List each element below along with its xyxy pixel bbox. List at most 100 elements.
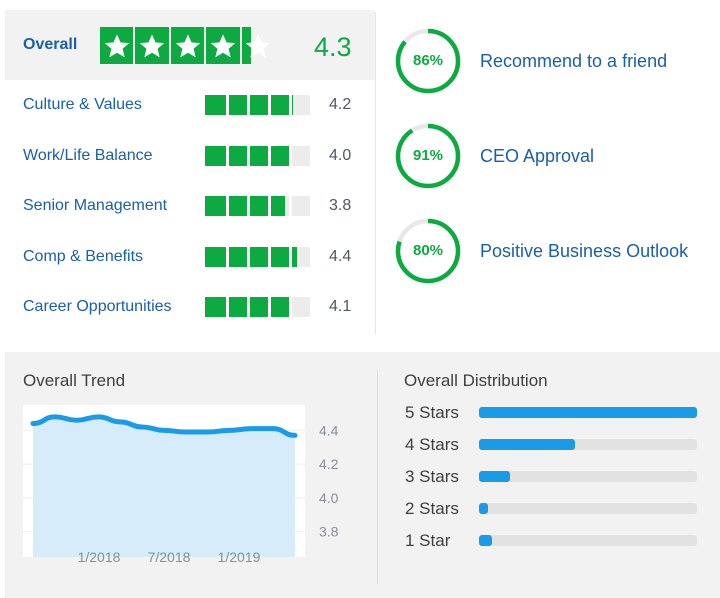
star-icon	[206, 27, 240, 64]
bar-segment-gap	[226, 145, 229, 166]
ratings-summary: Overall 4.3 Culture & Values 4.2 Work/Life…	[0, 10, 714, 334]
distribution-label: 4 Stars	[405, 435, 459, 454]
distribution-row: 3 Stars	[405, 464, 705, 490]
bar-segment-gap	[268, 196, 271, 216]
trend-area	[33, 416, 295, 557]
overall-score: 4.3	[314, 32, 352, 62]
star-rating	[100, 27, 276, 64]
ratings-column: Overall 4.3 Culture & Values 4.2 Work/Life…	[0, 10, 375, 332]
ring-label: Recommend to a friend	[480, 51, 668, 71]
subrating-row: Career Opportunities 4.1	[23, 292, 363, 322]
subrating-label[interactable]: Work/Life Balance	[23, 146, 153, 164]
y-tick-label: 4.4	[319, 422, 339, 438]
distribution-bar-fill	[479, 503, 488, 514]
panel-divider	[377, 370, 378, 584]
approval-ring	[395, 123, 461, 189]
y-tick-label: 3.8	[319, 524, 339, 540]
bar-segment-gap	[247, 196, 250, 216]
distribution-title: Overall Distribution	[404, 371, 548, 390]
overall-rating-row: Overall 4.3	[5, 10, 375, 80]
bar-segment-gap	[268, 145, 271, 166]
bar-segment-gap	[289, 196, 292, 216]
x-tick-label: 1/2019	[218, 549, 261, 565]
column-divider	[375, 12, 376, 334]
bar-segment-gap	[247, 145, 250, 166]
ring-percent: 86%	[412, 52, 444, 69]
bar-segment-gap	[226, 246, 229, 267]
distribution-label: 3 Stars	[405, 467, 459, 486]
distribution-bar	[479, 535, 697, 546]
distribution-row: 5 Stars	[405, 400, 705, 426]
bar-segment-gap	[247, 95, 250, 115]
approval-ring	[395, 218, 461, 284]
bar-segment-gap	[247, 246, 250, 267]
subrating-row: Senior Management 3.8	[23, 191, 363, 221]
bar-segment-gap	[226, 95, 229, 115]
subrating-bar	[205, 297, 310, 317]
ring-label: CEO Approval	[480, 146, 595, 166]
approval-ring-row: 80% Positive Business Outlook	[394, 217, 714, 289]
y-tick-label: 4.2	[319, 456, 339, 472]
distribution-label: 5 Stars	[405, 403, 459, 422]
bar-segment-gap	[289, 95, 292, 115]
bar-segment-gap	[289, 246, 292, 267]
distribution-row: 1 Star	[405, 528, 705, 554]
overall-trend-chart: 4.4 4.2 4.0 3.8 1/2018 7/2018 1/2019	[23, 405, 339, 565]
distribution-bar	[479, 407, 697, 418]
subrating-label[interactable]: Career Opportunities	[23, 298, 172, 315]
subrating-label[interactable]: Comp & Benefits	[23, 247, 144, 265]
subrating-bar	[205, 196, 310, 216]
trend-title: Overall Trend	[23, 371, 126, 390]
ring-percent: 91%	[412, 147, 444, 164]
distribution-bar-fill	[479, 471, 510, 482]
subrating-bar	[205, 145, 310, 166]
partial-star-icon	[241, 27, 276, 64]
distribution-label: 2 Stars	[405, 499, 459, 518]
subrating-row: Culture & Values 4.2	[23, 90, 363, 120]
subrating-value: 4.0	[329, 146, 352, 164]
subrating-row: Comp & Benefits 4.4	[23, 242, 363, 272]
distribution-bar	[479, 471, 697, 482]
ring-percent: 80%	[412, 242, 444, 259]
subrating-row: Work/Life Balance 4.0	[23, 141, 363, 171]
approval-ring	[395, 28, 461, 94]
subrating-bar-fill	[205, 196, 285, 216]
bar-segment-gap	[268, 246, 271, 267]
approval-ring-row: 91% CEO Approval	[394, 122, 714, 194]
distribution-bar	[479, 503, 697, 514]
subrating-label[interactable]: Senior Management	[23, 197, 168, 214]
star-icon	[135, 27, 169, 64]
subrating-value: 4.2	[329, 96, 352, 113]
ring-label: Positive Business Outlook	[480, 241, 689, 261]
bar-segment-gap	[226, 196, 229, 216]
subrating-value: 3.8	[329, 197, 352, 214]
trend-distribution-panel: Overall Trend 4.4 4.2 4.0 3.8 1/2018 7/2018 1/…	[5, 352, 720, 598]
bar-segment-gap	[268, 95, 271, 115]
distribution-label: 1 Star	[405, 531, 451, 550]
x-tick-label: 7/2018	[148, 549, 191, 565]
approval-ring-row: 86% Recommend to a friend	[394, 27, 714, 99]
y-tick-label: 4.0	[319, 490, 339, 506]
distribution-bar-fill	[479, 439, 575, 450]
overall-label: Overall	[23, 36, 78, 53]
distribution-row: 4 Stars	[405, 432, 705, 458]
distribution-bar	[479, 439, 697, 450]
bar-segment-gap	[268, 297, 271, 317]
subrating-bar	[205, 95, 310, 115]
star-icon	[100, 27, 134, 64]
distribution-row: 2 Stars	[405, 496, 705, 522]
bar-segment-gap	[289, 297, 292, 317]
distribution-bar-fill	[479, 535, 493, 546]
star-icon	[170, 27, 205, 64]
trend-line	[30, 414, 298, 438]
bar-segment-gap	[247, 297, 250, 317]
subrating-value: 4.4	[329, 247, 352, 265]
subrating-value: 4.1	[329, 298, 352, 315]
x-tick-label: 1/2018	[78, 549, 121, 565]
subrating-bar-fill	[205, 246, 298, 267]
bar-segment-gap	[226, 297, 229, 317]
distribution-bar-fill	[479, 407, 697, 418]
bar-segment-gap	[289, 145, 292, 166]
subrating-label[interactable]: Culture & Values	[23, 96, 142, 113]
subrating-bar	[205, 246, 310, 267]
